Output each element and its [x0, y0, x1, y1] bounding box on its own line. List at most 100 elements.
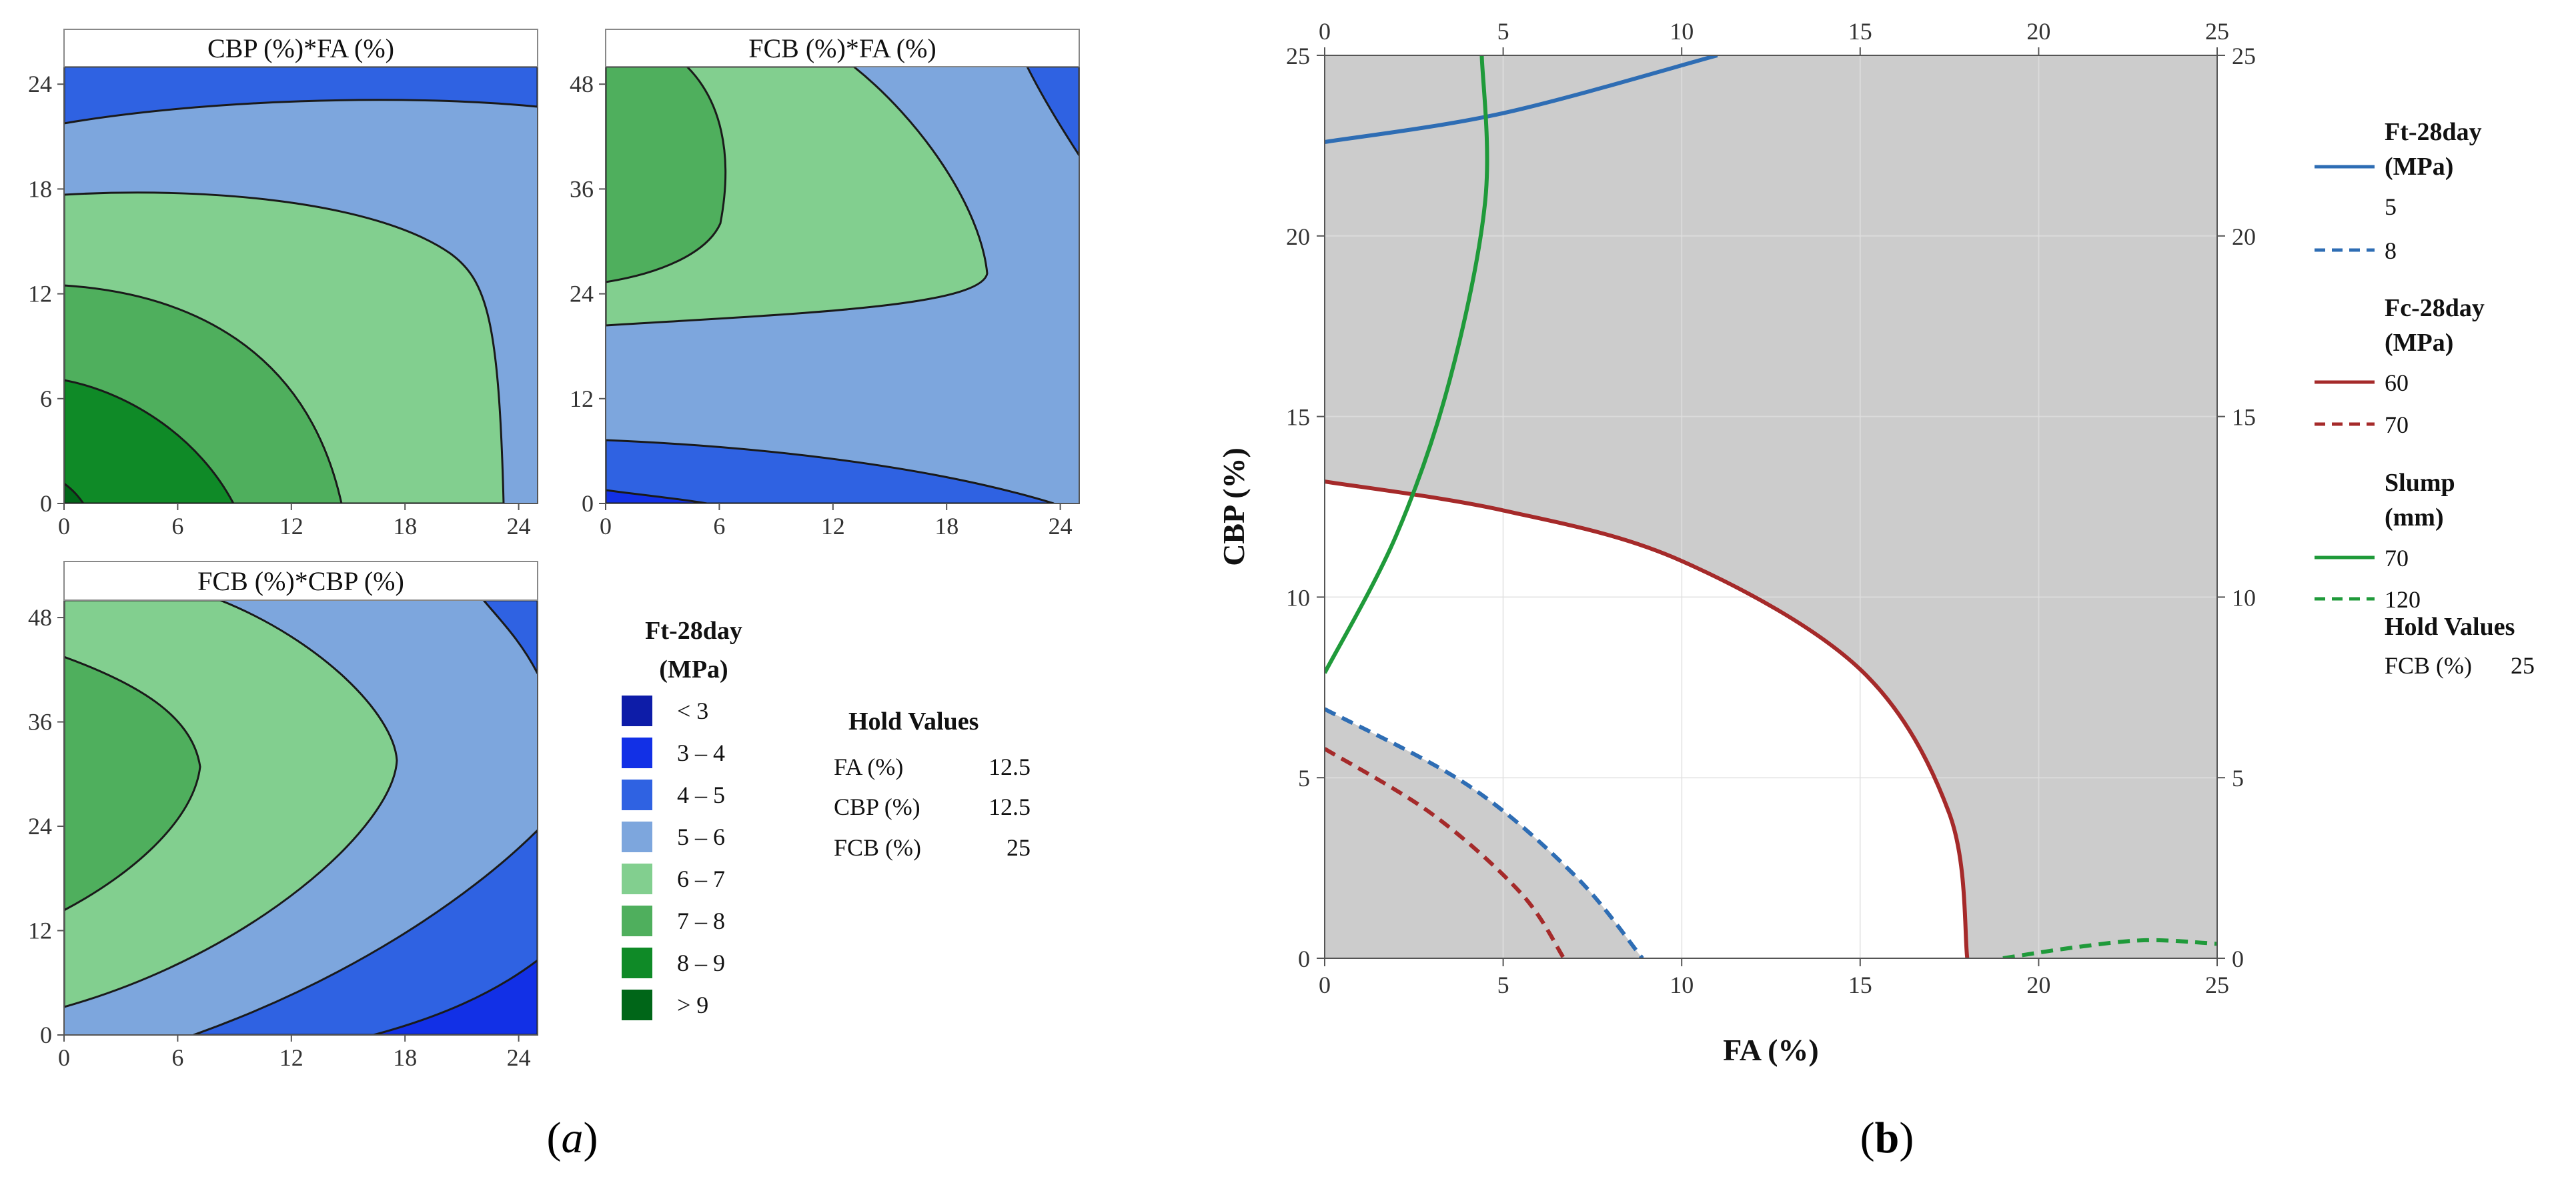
contour-plot-fcb-fa: FCB (%)*FA (%) 0 6 12 18 24 0 12 24 36 48: [570, 29, 1080, 539]
y-tick-label: 0: [582, 490, 594, 517]
y-tick-label: 48: [28, 604, 52, 631]
region-4-5-bottom: [193, 828, 538, 1035]
legend-swatch: [622, 822, 652, 852]
legend-swatch: [622, 738, 652, 768]
y-tick-label: 48: [570, 71, 594, 97]
legend-label: 4 – 5: [677, 782, 725, 808]
legend-dashed-label: 70: [2385, 411, 2409, 438]
caption-b: (b): [1860, 1114, 1914, 1162]
y-tick-label: 12: [28, 918, 52, 944]
hold-values-a: Hold Values FA (%) 12.5 CBP (%) 12.5 FCB…: [834, 708, 1031, 861]
x-tick-label: 0: [58, 1044, 70, 1071]
region-7-8: [606, 67, 727, 283]
y-tick-label: 12: [570, 385, 594, 412]
legend-group-unit: (MPa): [2385, 329, 2453, 357]
series-line-1: [1325, 707, 1644, 958]
legend-ft28: Ft-28day (MPa) < 3 3 – 4 4 – 5 5 – 6 6 – 7 7 …: [622, 617, 742, 1020]
legend-title: Ft-28day: [645, 617, 742, 645]
x-tick-label: 18: [934, 513, 958, 539]
x-tick-label: 18: [393, 1044, 417, 1071]
title-box: [63, 29, 538, 67]
x-tick-label: 6: [171, 513, 183, 539]
legend-items: < 3 3 – 4 4 – 5 5 – 6 6 – 7 7 – 8 8 – 9 > 9: [622, 696, 725, 1020]
x-tick-label-bottom: 20: [2026, 972, 2050, 998]
contour-plot-fcb-cbp: FCB (%)*CBP (%) 0 6 12 18 24 0 12 24 36 48: [28, 561, 538, 1071]
legend-swatch: [622, 906, 652, 936]
plot-frame: [1324, 55, 2218, 959]
y-tick-label-right: 20: [2232, 223, 2256, 250]
y-tick-label: 18: [28, 175, 52, 202]
y-tick-label-right: 5: [2232, 765, 2244, 792]
hold-value: 25: [1007, 834, 1031, 861]
x-tick-label: 12: [279, 1044, 303, 1071]
x-tick-label-bottom: 5: [1497, 972, 1509, 998]
hold-name: FCB (%): [2385, 652, 2472, 679]
legend-dashed-label: 8: [2385, 237, 2397, 264]
y-tick-label: 24: [28, 813, 52, 840]
hold-values-title: Hold Values: [848, 708, 979, 736]
x-tick-label: 6: [171, 1044, 183, 1071]
legend-group-title: Fc-28day: [2385, 294, 2485, 322]
region-8-9: [64, 379, 235, 503]
legend-group-unit: (MPa): [2385, 153, 2453, 181]
title-box: [605, 29, 1080, 67]
contour-title: FCB (%)*CBP (%): [197, 566, 404, 596]
y-tick-label-left: 5: [1298, 765, 1310, 792]
y-tick-label-left: 0: [1298, 946, 1310, 972]
hold-value: 12.5: [989, 794, 1031, 820]
legend-swatch: [622, 990, 652, 1020]
y-tick-label: 6: [40, 385, 52, 412]
region-4-5: [64, 67, 538, 125]
legend-label: 3 – 4: [677, 740, 725, 766]
region-4-5-bottom: [606, 439, 1055, 503]
y-tick-label-left: 10: [1286, 584, 1310, 611]
legend-swatch: [622, 864, 652, 894]
x-tick-label-top: 15: [1848, 18, 1872, 45]
tick-group: 0 6 12 18 24 0 12 24 36 48: [570, 71, 1073, 539]
y-tick-label-right: 0: [2232, 946, 2244, 972]
legend-label: 5 – 6: [677, 824, 725, 850]
legend-group-unit: (mm): [2385, 503, 2444, 531]
y-tick-label: 24: [570, 281, 594, 307]
legend-b: Ft-28day (MPa) 5 8 Fc-28day (MPa) 60 70 …: [2315, 118, 2535, 679]
gridlines: [1325, 55, 2217, 958]
legend-group-fc28: Fc-28day (MPa) 60 70: [2315, 294, 2485, 438]
y-tick-label: 0: [40, 1022, 52, 1048]
x-tick-label: 24: [1049, 513, 1073, 539]
y-tick-label-right: 15: [2232, 404, 2256, 431]
x-tick-label-top: 25: [2205, 18, 2229, 45]
region-7-8: [64, 656, 201, 912]
region-3-4: [373, 959, 538, 1035]
x-tick-label: 0: [600, 513, 612, 539]
hold-name: FCB (%): [834, 834, 921, 861]
legend-label: 8 – 9: [677, 950, 725, 976]
y-tick-label-left: 25: [1286, 43, 1310, 69]
x-tick-label-top: 20: [2026, 18, 2050, 45]
legend-label: > 9: [677, 992, 708, 1018]
y-tick-label-right: 25: [2232, 43, 2256, 69]
legend-title-unit: (MPa): [659, 656, 728, 684]
x-tick-label-bottom: 25: [2205, 972, 2229, 998]
y-tick-label: 12: [28, 281, 52, 307]
tick-group: 0 6 12 18 24 0 12 24 36 48: [28, 604, 531, 1071]
hold-name: CBP (%): [834, 794, 920, 820]
hold-values-b: Hold Values FCB (%) 25: [2385, 613, 2535, 679]
y-tick-label-left: 15: [1286, 404, 1310, 431]
series-line-3: [1325, 747, 1566, 958]
region-3-4: [606, 489, 708, 503]
legend-label: 7 – 8: [677, 908, 725, 934]
legend-swatch: [622, 696, 652, 726]
x-tick-label-top: 0: [1319, 18, 1331, 45]
legend-solid-label: 60: [2385, 369, 2409, 396]
x-tick-label: 18: [393, 513, 417, 539]
y-axis-label: CBP (%): [1217, 447, 1251, 566]
tick-group: 0 6 12 18 24 0 6 12 18 24: [28, 71, 531, 539]
legend-group-ft28: Ft-28day (MPa) 5 8: [2315, 118, 2482, 264]
x-tick-label-top: 10: [1670, 18, 1694, 45]
caption-b-letter: b: [1875, 1114, 1900, 1162]
series-line-0: [1325, 55, 1718, 144]
contour-plot-cbp-fa: CBP (%)*FA (%) 0 6 12 18 24 0 6 12 18 24: [28, 29, 538, 539]
legend-swatch: [622, 948, 652, 978]
x-tick-label: 6: [713, 513, 725, 539]
